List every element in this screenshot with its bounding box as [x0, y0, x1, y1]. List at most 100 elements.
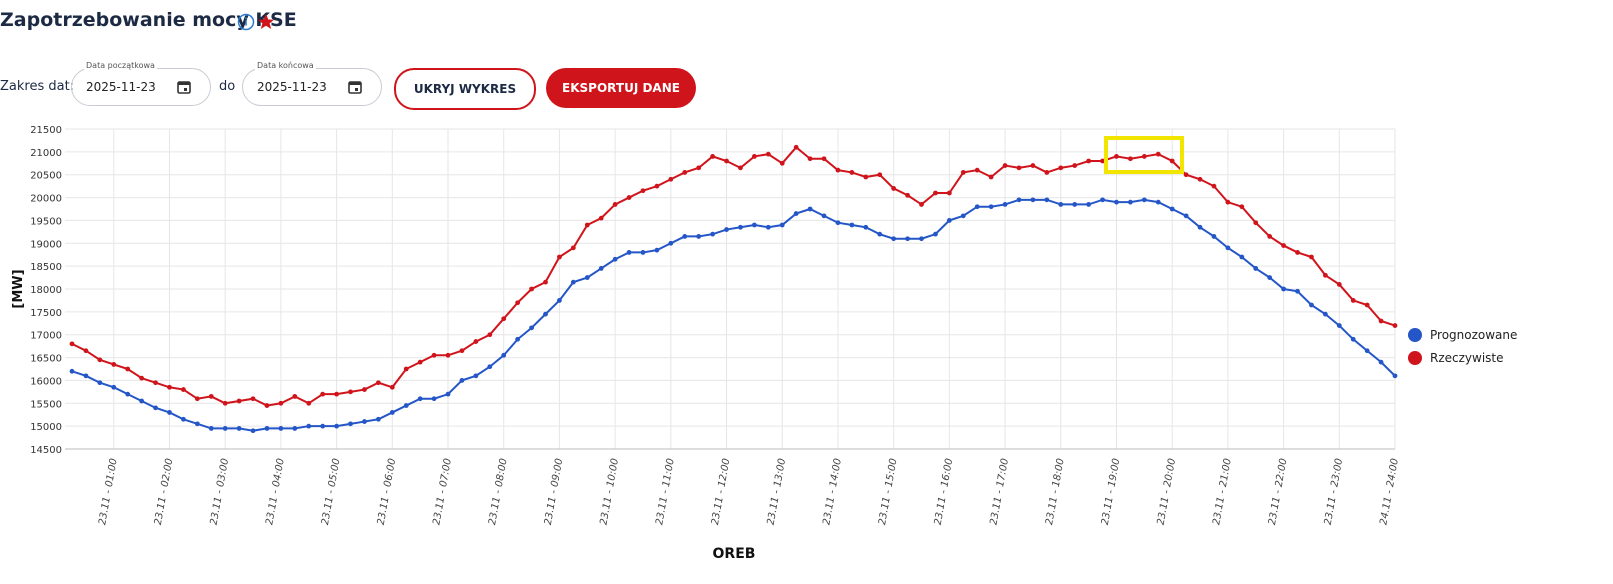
- y-tick-label: 15000: [30, 422, 62, 433]
- data-point: [1128, 199, 1133, 205]
- data-point: [278, 426, 284, 431]
- data-point: [738, 224, 743, 230]
- data-point: [584, 275, 590, 280]
- data-point: [988, 204, 994, 210]
- legend-label: Rzeczywiste: [1430, 351, 1504, 365]
- data-point: [668, 176, 674, 182]
- data-point: [264, 426, 270, 431]
- data-point: [1155, 151, 1161, 157]
- x-tick-label: 23.11 - 21:00: [1211, 458, 1234, 526]
- data-point: [445, 352, 451, 358]
- data-point: [863, 174, 869, 180]
- data-point: [334, 423, 339, 429]
- data-point: [640, 188, 646, 194]
- data-point: [1211, 234, 1217, 239]
- data-point: [125, 366, 131, 372]
- data-point: [501, 352, 507, 358]
- data-point: [849, 222, 855, 228]
- y-tick-label: 20000: [30, 194, 62, 205]
- data-point: [362, 419, 367, 424]
- data-point: [640, 250, 646, 255]
- y-tick-label: 18500: [30, 262, 62, 273]
- data-point: [431, 352, 437, 358]
- data-point: [891, 236, 897, 242]
- data-point: [1169, 158, 1175, 164]
- highlight-box: [1104, 136, 1184, 174]
- data-point: [696, 165, 702, 171]
- data-point: [807, 206, 813, 212]
- data-point: [1309, 254, 1314, 260]
- data-point: [125, 391, 131, 397]
- data-point: [557, 298, 562, 303]
- x-tick-label: 23.11 - 20:00: [1156, 458, 1179, 526]
- data-point: [194, 421, 200, 427]
- data-point: [250, 396, 256, 402]
- data-point: [1322, 311, 1328, 317]
- data-point: [905, 192, 910, 198]
- data-point: [933, 231, 938, 237]
- data-point: [111, 384, 117, 390]
- data-point: [974, 204, 980, 210]
- data-point: [974, 167, 980, 173]
- data-point: [348, 389, 353, 395]
- data-point: [584, 222, 590, 228]
- data-point: [69, 341, 75, 347]
- data-point: [1364, 302, 1370, 308]
- legend-marker: [1408, 328, 1422, 342]
- end-date[interactable]: Data końcowa 2025-11-23: [242, 61, 382, 106]
- data-point: [473, 339, 479, 344]
- data-point: [1364, 348, 1370, 354]
- data-point: [612, 256, 618, 262]
- data-point: [682, 234, 688, 239]
- data-point: [487, 332, 493, 338]
- data-point: [1225, 245, 1231, 251]
- data-point: [905, 236, 910, 242]
- data-point: [250, 428, 256, 434]
- data-point: [389, 410, 395, 415]
- x-tick-label: 23.11 - 01:00: [97, 458, 120, 526]
- data-point: [1253, 266, 1259, 271]
- x-tick-label: 23.11 - 22:00: [1267, 458, 1290, 526]
- data-point: [863, 224, 869, 230]
- data-point: [208, 394, 214, 399]
- data-point: [960, 213, 966, 219]
- data-point: [1086, 202, 1092, 207]
- data-point: [1072, 202, 1078, 207]
- data-point: [835, 167, 841, 173]
- export-button[interactable]: EKSPORTUJ DANE: [546, 68, 696, 108]
- data-point: [1100, 197, 1105, 203]
- data-point: [724, 158, 729, 164]
- data-point: [1169, 206, 1175, 212]
- data-point: [1016, 197, 1022, 203]
- data-point: [320, 423, 326, 429]
- data-point: [1336, 323, 1342, 328]
- data-point: [83, 373, 89, 379]
- x-tick-label: 23.11 - 04:00: [264, 458, 287, 526]
- y-tick-label: 14500: [30, 445, 62, 456]
- data-point: [654, 247, 660, 253]
- data-point: [236, 426, 242, 431]
- start-date[interactable]: Data początkowa 2025-11-23: [71, 61, 211, 106]
- y-tick-label: 21000: [30, 148, 62, 159]
- series-line: [71, 145, 1396, 407]
- x-tick-label: 23.11 - 07:00: [431, 458, 454, 526]
- data-point: [626, 195, 632, 200]
- data-point: [1281, 286, 1286, 292]
- data-point: [1141, 197, 1147, 203]
- data-point: [765, 151, 771, 157]
- data-point: [821, 156, 827, 162]
- data-point: [765, 224, 771, 230]
- data-point: [557, 254, 562, 260]
- data-point: [1392, 373, 1398, 379]
- data-point: [1044, 170, 1050, 175]
- data-point: [1322, 272, 1328, 278]
- hide-chart-button[interactable]: UKRYJ WYKRES: [394, 68, 536, 110]
- data-point: [417, 359, 423, 365]
- y-axis-label: [MW]: [11, 269, 26, 308]
- calendar-icon: [177, 81, 191, 94]
- y-tick-label: 20500: [30, 171, 62, 182]
- y-tick-label: 19500: [30, 216, 62, 227]
- data-point: [278, 400, 284, 406]
- range-label: Zakres dat:: [0, 79, 75, 94]
